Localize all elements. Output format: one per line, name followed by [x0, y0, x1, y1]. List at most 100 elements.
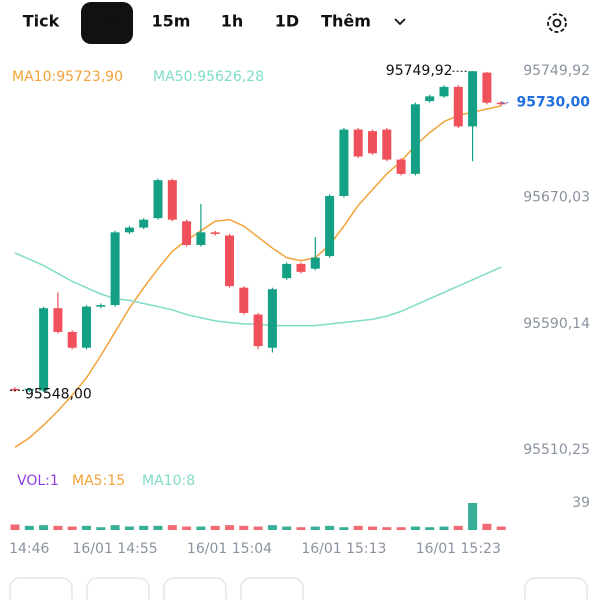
volume-bar: [24, 525, 34, 530]
candle-body: [425, 96, 435, 102]
vol-legend: VOL:1: [17, 473, 59, 489]
candle-body: [310, 257, 320, 269]
volume-bar: [124, 526, 134, 530]
candle-body: [468, 71, 478, 127]
ma-line: [14, 105, 502, 448]
candle-body: [382, 129, 392, 160]
volume-bar: [196, 526, 206, 530]
candle-body: [39, 308, 49, 391]
x-tick-label: 16/01 14:55: [73, 541, 158, 557]
volume-bar: [282, 526, 292, 530]
candle-body: [153, 180, 163, 219]
candle-body: [296, 263, 306, 272]
x-tick-label: 16/01 15:04: [187, 541, 272, 557]
volume-bar: [110, 525, 120, 530]
bottom-buttons[interactable]: [9, 577, 588, 600]
volume-bar: [167, 525, 177, 530]
candle-body: [325, 195, 335, 257]
candle-body: [496, 102, 506, 105]
volume-bar: [325, 525, 335, 530]
ma-legend: MA10:95723,90: [12, 69, 123, 85]
candle-body: [396, 159, 406, 174]
volume-bar: [425, 527, 435, 530]
tab[interactable]: 1h: [221, 12, 244, 31]
candle-body: [368, 131, 377, 154]
candle-body: [225, 235, 234, 287]
x-tick-label: 16/01 15:13: [301, 541, 386, 557]
candle-body: [253, 314, 263, 347]
volume-bar: [382, 527, 392, 530]
candle-body: [353, 129, 363, 157]
volume-bar: [53, 525, 63, 530]
x-tick-label: 16/01 15:23: [416, 541, 501, 557]
candle-body: [339, 129, 349, 196]
volume-bar: [410, 526, 420, 530]
volume-bar: [153, 525, 163, 530]
y-tick-label: 95590,14: [523, 316, 590, 332]
max-label: 95749,92: [386, 63, 453, 79]
volume-bar: [139, 525, 149, 530]
candle-body: [453, 86, 463, 127]
settings-icon[interactable]: [547, 13, 567, 33]
volume-bar: [339, 527, 349, 530]
more-tab[interactable]: Thêm: [321, 12, 371, 31]
volume-bar: [210, 525, 220, 530]
candle-body: [139, 219, 149, 228]
volume-bar: [439, 526, 449, 530]
tab[interactable]: 1m: [93, 12, 121, 31]
tab-selected-bg: [81, 2, 133, 44]
volume-bar: [296, 527, 306, 530]
volume-bar: [10, 524, 20, 530]
candle-body: [124, 227, 134, 233]
volume-bar: [253, 526, 263, 530]
volume-bar: [239, 525, 249, 530]
x-tick-label: 14:46: [9, 541, 49, 557]
candle-body: [110, 232, 120, 306]
chevron[interactable]: [394, 18, 406, 26]
ma-legend: MA50:95626,28: [153, 69, 264, 85]
volume-bar: [368, 526, 377, 530]
candle-body: [96, 305, 106, 307]
candle-body: [196, 232, 206, 245]
volume-bar: [396, 527, 406, 530]
candle-body: [82, 306, 91, 348]
candle-body: [182, 221, 192, 245]
y-tick-label: 95749,92: [523, 63, 590, 79]
candle-body: [167, 180, 177, 220]
vol-tick-label: 39: [572, 495, 590, 511]
volume-bar: [453, 525, 463, 530]
volume-bar: [496, 526, 506, 530]
candle-body: [267, 289, 277, 348]
volume-bar: [182, 526, 192, 530]
candle-body: [24, 388, 34, 391]
candle-body: [210, 232, 220, 234]
tab[interactable]: Tick: [23, 12, 60, 31]
min-label: 95548,00: [25, 386, 92, 402]
vol-legend: MA5:15: [72, 473, 125, 489]
y-tick-label: 95670,03: [523, 190, 590, 206]
volume-bar: [39, 525, 49, 530]
volume-bar: [82, 525, 91, 530]
volume-bar: [468, 503, 478, 530]
candle-body: [239, 287, 249, 313]
candle-body: [10, 388, 20, 391]
vol-legend: MA10:8: [142, 473, 195, 489]
candle-body: [439, 86, 449, 97]
volume-bar: [67, 526, 77, 530]
candle-body: [53, 308, 63, 332]
volume-bar: [482, 523, 492, 530]
volume-bar: [353, 525, 363, 530]
candle-body: [410, 104, 420, 174]
tab[interactable]: 1D: [275, 12, 299, 31]
volume-bar: [310, 526, 320, 530]
volume-bar: [225, 525, 234, 530]
candle-body: [282, 263, 292, 279]
last-price-label: 95730,00: [516, 95, 590, 111]
tab[interactable]: 15m: [152, 12, 191, 31]
candle-body: [67, 331, 77, 348]
y-tick-label: 95510,25: [523, 442, 590, 458]
volume-bar: [96, 527, 106, 530]
volume-bar: [267, 525, 277, 530]
candle-body: [482, 72, 492, 103]
